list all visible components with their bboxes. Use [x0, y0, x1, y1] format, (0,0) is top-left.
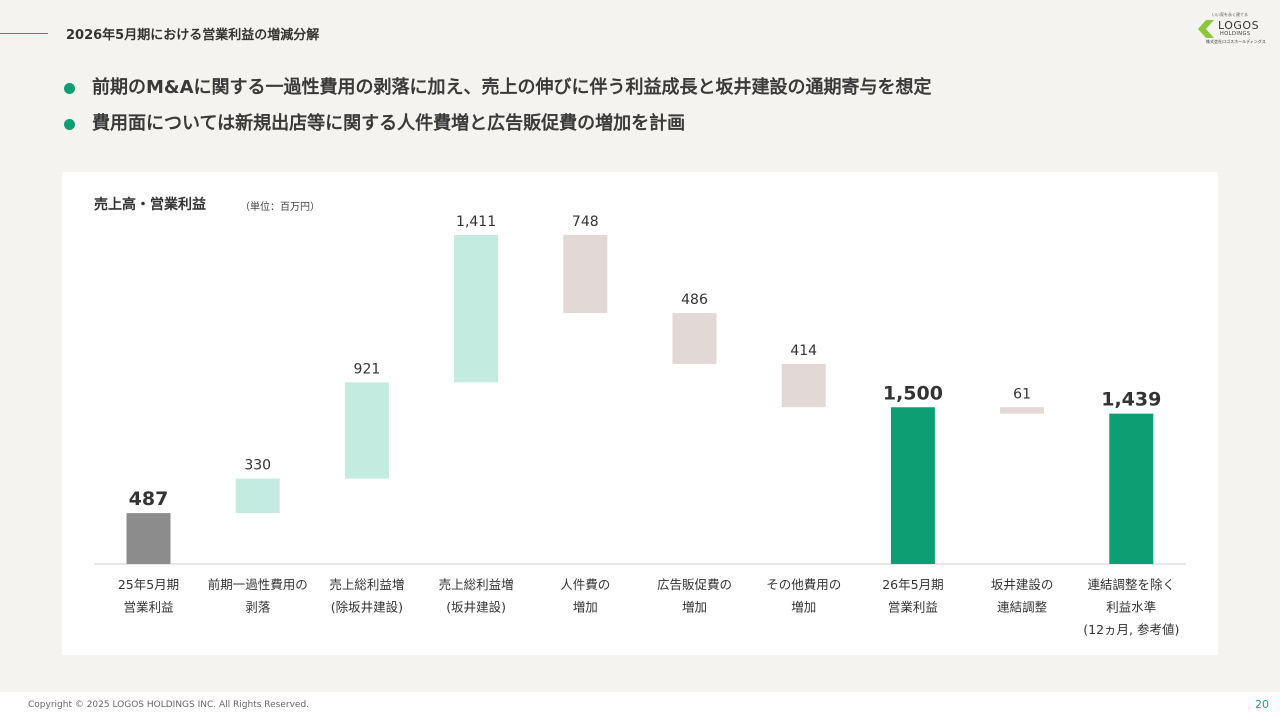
logo-name: LOGOS — [1218, 19, 1260, 32]
bar — [1109, 413, 1154, 564]
page-title: 2026年5月期における営業利益の増減分解 — [66, 28, 320, 43]
category-label: (12ヵ月, 参考値) — [1083, 622, 1179, 637]
logo-jp-name: 株式会社ロゴスホールディングス — [1206, 39, 1266, 44]
category-label: 前期一過性費用の — [208, 577, 308, 592]
data-label: 486 — [681, 292, 708, 308]
category-label: 剥落 — [245, 600, 271, 615]
bar — [890, 407, 935, 564]
category-label: 増加 — [791, 600, 816, 615]
data-label: 1,439 — [1101, 389, 1161, 411]
bar — [563, 234, 608, 314]
category-label: 人件費の — [560, 577, 610, 592]
bar — [235, 478, 280, 514]
category-label: 増加 — [573, 600, 598, 615]
bar — [344, 382, 389, 479]
category-label: 26年5月期 — [882, 577, 943, 592]
bar — [781, 363, 826, 408]
data-label: 921 — [354, 361, 381, 377]
bar — [454, 234, 499, 383]
data-label: 61 — [1013, 386, 1031, 402]
category-label: (除坂井建設) — [331, 600, 403, 615]
category-label: 売上総利益増 — [329, 577, 404, 592]
category-label: 坂井建設の — [991, 577, 1054, 592]
data-label: 748 — [572, 214, 599, 230]
category-label: 25年5月期 — [118, 577, 179, 592]
category-label: その他費用の — [766, 577, 841, 592]
chevron-logo-icon — [1198, 20, 1214, 38]
category-label: 利益水準 — [1106, 600, 1156, 615]
bar — [126, 513, 171, 564]
footer — [0, 692, 1280, 720]
copyright: Copyright © 2025 LOGOS HOLDINGS INC. All… — [28, 700, 310, 710]
data-label: 1,500 — [883, 382, 943, 404]
bullet-item: 前期のM&Aに関する一過性費用の剥落に加え、売上の伸びに伴う利益成長と坂井建設の… — [64, 75, 932, 111]
bullet-text: 前期のM&Aに関する一過性費用の剥落に加え、売上の伸びに伴う利益成長と坂井建設の… — [92, 77, 932, 98]
category-label: 連結調整を除く — [1088, 577, 1176, 592]
data-label: 1,411 — [456, 214, 496, 230]
chart-title: 売上高・営業利益 — [94, 197, 206, 213]
company-logo: いい家を永く建てる LOGOS HOLDINGS 株式会社ロゴスホールディングス — [1198, 12, 1268, 50]
data-label: 487 — [129, 488, 169, 510]
logo-tagline: いい家を永く建てる — [1212, 12, 1248, 17]
bar — [672, 313, 717, 364]
category-label: 営業利益 — [123, 600, 173, 615]
category-label: 売上総利益増 — [439, 577, 514, 592]
category-label: 連結調整 — [997, 600, 1048, 615]
category-label: 広告販促費の — [657, 577, 732, 592]
bullet-dot-icon — [64, 119, 75, 130]
bullet-item: 費用面については新規出店等に関する人件費増と広告販促費の増加を計画 — [64, 111, 932, 147]
bar — [1000, 407, 1045, 414]
header-rule — [0, 33, 48, 34]
bullet-dot-icon — [64, 83, 75, 94]
category-label: 営業利益 — [888, 600, 938, 615]
chart-unit: （単位：百万円） — [240, 202, 320, 213]
page-number: 20 — [1255, 698, 1269, 711]
bullet-text: 費用面については新規出店等に関する人件費増と広告販促費の増加を計画 — [92, 113, 686, 134]
category-label: 増加 — [682, 600, 707, 615]
bullet-list: 前期のM&Aに関する一過性費用の剥落に加え、売上の伸びに伴う利益成長と坂井建設の… — [64, 75, 932, 147]
logo-sub: HOLDINGS — [1220, 31, 1251, 37]
category-label: (坂井建設) — [446, 600, 506, 615]
data-label: 414 — [790, 343, 817, 359]
data-label: 330 — [244, 458, 271, 474]
